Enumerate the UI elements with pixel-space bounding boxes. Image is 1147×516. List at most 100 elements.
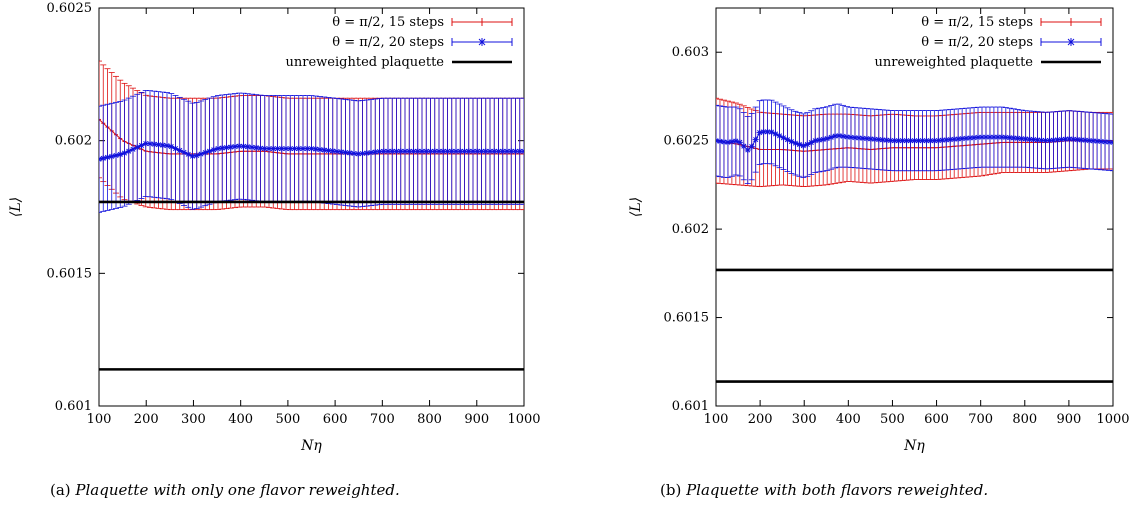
data-point bbox=[986, 134, 993, 141]
data-point bbox=[223, 144, 230, 151]
y-tick-label: 0.6015 bbox=[664, 311, 710, 326]
data-point bbox=[744, 147, 751, 154]
data-point bbox=[887, 137, 894, 144]
legend-marker bbox=[1067, 38, 1075, 46]
data-point bbox=[410, 148, 417, 155]
data-point bbox=[189, 153, 196, 160]
caption-text: Plaquette with only one flavor reweighte… bbox=[74, 481, 399, 499]
panel-b: 100 200 300 400 500 600 700 800 900 1000 0.601 0.60… bbox=[628, 7, 1130, 499]
y-axis-label: ⟨L⟩ bbox=[628, 197, 644, 217]
legend: θ = π/2, 15 steps θ = π/2, 20 steps unrewe… bbox=[875, 15, 1102, 70]
data-point bbox=[1022, 135, 1029, 142]
data-point bbox=[820, 136, 827, 143]
data-point bbox=[748, 143, 755, 150]
data-point bbox=[198, 151, 204, 158]
data-point bbox=[291, 145, 298, 152]
data-point bbox=[338, 148, 345, 155]
x-tick-label: 100 bbox=[704, 412, 729, 427]
data-point bbox=[998, 134, 1005, 141]
data-point bbox=[117, 151, 124, 158]
data-point bbox=[393, 148, 400, 155]
data-point bbox=[521, 148, 524, 155]
figure-caption: (a) Plaquette with only one flavor rewei… bbox=[50, 481, 400, 499]
x-tick-label: 700 bbox=[370, 412, 395, 427]
panel-a: 100 200 300 400 500 600 700 800 900 1000 0.601 0.60… bbox=[8, 1, 541, 499]
y-tick-label: 0.601 bbox=[55, 399, 92, 414]
x-tick-label: 300 bbox=[181, 412, 206, 427]
data-point bbox=[402, 148, 408, 155]
data-point bbox=[943, 136, 950, 143]
data-point bbox=[816, 137, 823, 144]
data-point bbox=[113, 152, 119, 159]
data-point bbox=[436, 148, 442, 155]
data-point bbox=[444, 148, 451, 155]
legend-label: θ = π/2, 15 steps bbox=[921, 15, 1033, 30]
data-point bbox=[994, 134, 1001, 141]
legend: θ = π/2, 15 steps θ = π/2, 20 steps unrewe… bbox=[286, 15, 513, 70]
data-point bbox=[1074, 136, 1081, 143]
x-tick-label: 600 bbox=[323, 412, 348, 427]
y-axis-label: ⟨L⟩ bbox=[8, 197, 24, 217]
y-tick-label: 0.6015 bbox=[47, 266, 93, 281]
plot-area bbox=[716, 97, 1113, 383]
data-point bbox=[108, 153, 115, 160]
data-point bbox=[740, 143, 747, 150]
data-point bbox=[104, 154, 111, 161]
data-point bbox=[1018, 135, 1025, 142]
x-tick-label: 400 bbox=[836, 412, 861, 427]
data-point bbox=[752, 136, 759, 143]
data-point bbox=[812, 137, 819, 144]
y-tick-label: 0.602 bbox=[672, 222, 709, 237]
data-point bbox=[716, 138, 723, 145]
data-point bbox=[100, 155, 107, 162]
data-point bbox=[724, 139, 731, 146]
x-tick-label: 1000 bbox=[507, 412, 540, 427]
legend-label: θ = π/2, 20 steps bbox=[332, 35, 444, 50]
x-tick-label: 200 bbox=[748, 412, 773, 427]
data-point bbox=[397, 148, 404, 155]
plot-area bbox=[99, 60, 524, 371]
x-tick-label: 700 bbox=[968, 412, 993, 427]
data-point bbox=[478, 148, 485, 155]
x-tick-label: 500 bbox=[880, 412, 905, 427]
y-tick-label: 0.603 bbox=[672, 45, 709, 60]
data-point bbox=[244, 143, 251, 150]
data-point bbox=[385, 148, 391, 155]
data-point bbox=[232, 143, 238, 150]
data-point bbox=[99, 156, 102, 163]
data-point bbox=[1082, 137, 1089, 144]
caption-text: Plaquette with both flavors reweighted. bbox=[685, 481, 988, 499]
y-tick-label: 0.6025 bbox=[664, 134, 710, 149]
data-point bbox=[351, 150, 357, 157]
data-point bbox=[716, 137, 719, 144]
data-point bbox=[193, 152, 200, 159]
data-point bbox=[736, 139, 743, 146]
data-point bbox=[919, 137, 926, 144]
data-point bbox=[1062, 136, 1069, 143]
data-point bbox=[756, 129, 763, 136]
data-point bbox=[295, 145, 302, 152]
data-point bbox=[1034, 136, 1041, 143]
data-point bbox=[202, 149, 209, 156]
x-tick-label: 800 bbox=[1012, 412, 1037, 427]
x-tick-label: 500 bbox=[275, 412, 300, 427]
data-point bbox=[325, 147, 332, 154]
legend-label: θ = π/2, 15 steps bbox=[332, 15, 444, 30]
data-point bbox=[836, 132, 843, 139]
x-tick-label: 900 bbox=[1056, 412, 1081, 427]
data-point bbox=[389, 148, 396, 155]
x-tick-label: 900 bbox=[464, 412, 489, 427]
data-point bbox=[1110, 139, 1113, 146]
data-point bbox=[300, 145, 306, 152]
x-tick-label: 400 bbox=[228, 412, 253, 427]
legend-label: unreweighted plaquette bbox=[875, 55, 1034, 70]
data-point bbox=[931, 137, 938, 144]
caption-tag: (b) bbox=[660, 481, 686, 499]
x-tick-label: 800 bbox=[417, 412, 442, 427]
y-tick-label: 0.6025 bbox=[47, 1, 93, 16]
data-point bbox=[1094, 138, 1101, 145]
y-tick-label: 0.602 bbox=[55, 134, 92, 149]
data-point bbox=[1098, 138, 1105, 145]
caption-tag: (a) bbox=[50, 481, 75, 499]
